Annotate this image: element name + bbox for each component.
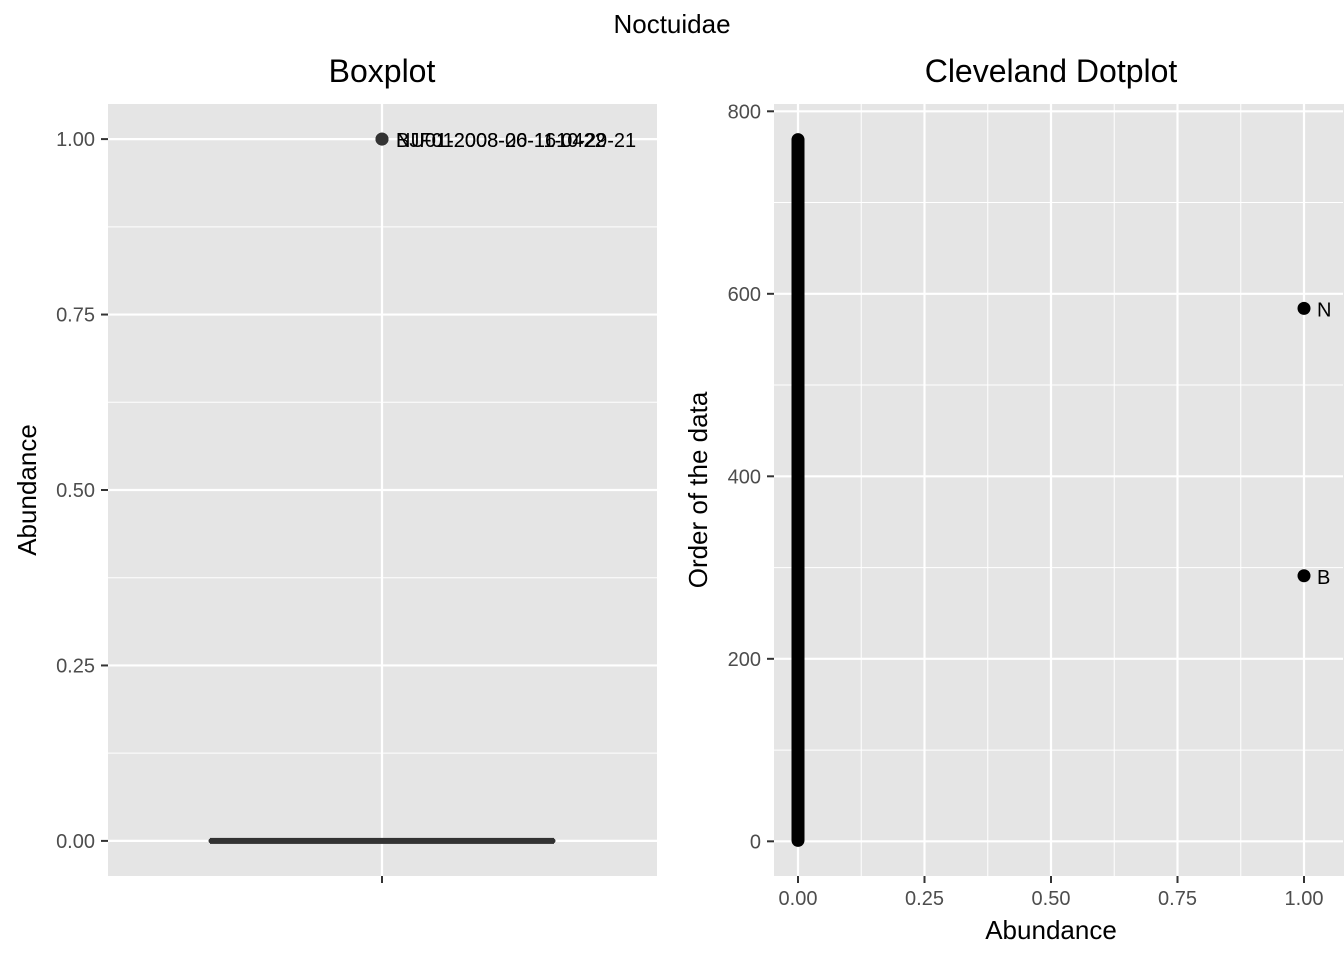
boxplot-y-tick-label: 1.00: [56, 129, 95, 151]
figure-title: Noctuidae: [613, 9, 730, 39]
boxplot-outlier-point: [375, 132, 389, 146]
dotplot-y-tick-label: 400: [728, 466, 761, 488]
dotplot-x-axis: 0.00 0.25 0.50 0.75 1.00: [779, 876, 1324, 910]
dotplot-x-axis-label: Abundance: [985, 915, 1117, 945]
dotplot-x-tick-label: 1.00: [1285, 888, 1324, 910]
boxplot-outlier-label: BJF012008-20-1610-29-21: [396, 130, 636, 152]
dotplot-x-tick-label: 0.50: [1032, 888, 1071, 910]
dotplot-point-label: N: [1317, 299, 1331, 321]
boxplot-y-tick-label: 0.25: [56, 655, 95, 677]
boxplot-y-axis: 0.00 0.25 0.50 0.75 1.00: [56, 129, 108, 853]
boxplot-y-axis-label: Abundance: [12, 424, 42, 556]
dotplot-marks: NB: [791, 133, 1331, 847]
boxplot-title: Boxplot: [329, 53, 436, 89]
dotplot-y-tick-label: 0: [750, 831, 761, 853]
dotplot-point: [1297, 569, 1311, 583]
dotplot-y-tick-label: 600: [728, 284, 761, 306]
boxplot-outlier-label: NU01-2008-06-11-0422: [396, 130, 606, 152]
dotplot-point: [1297, 301, 1311, 315]
dotplot-gridlines: [774, 104, 1343, 876]
dotplot-panel: Cleveland Dotplot 0 200 400 600 800 0.00 0.25…: [683, 53, 1344, 945]
boxplot-y-tick-label: 0.00: [56, 831, 95, 853]
boxplot-y-tick-label: 0.50: [56, 480, 95, 502]
boxplot-y-tick-label: 0.75: [56, 305, 95, 327]
dotplot-y-tick-label: 800: [728, 101, 761, 123]
boxplot-marks: BJF012008-20-1610-29-21NU01-2008-06-11-0…: [208, 130, 636, 844]
boxplot-gridlines: [108, 104, 657, 876]
dotplot-x-tick-label: 0.00: [779, 888, 818, 910]
dotplot-y-tick-label: 200: [728, 649, 761, 671]
dotplot-x-tick-label: 0.25: [905, 888, 944, 910]
dotplot-x-tick-label: 0.75: [1158, 888, 1197, 910]
dotplot-point-label: B: [1317, 567, 1330, 589]
boxplot-panel: Boxplot 0.00 0.25 0.50 0.75 1.00 BJF012008-2…: [12, 53, 657, 883]
dotplot-plot-area: [774, 104, 1344, 876]
dotplot-y-axis: 0 200 400 600 800: [728, 101, 774, 853]
dotplot-y-axis-label: Order of the data: [683, 391, 713, 588]
dotplot-title: Cleveland Dotplot: [925, 53, 1178, 89]
